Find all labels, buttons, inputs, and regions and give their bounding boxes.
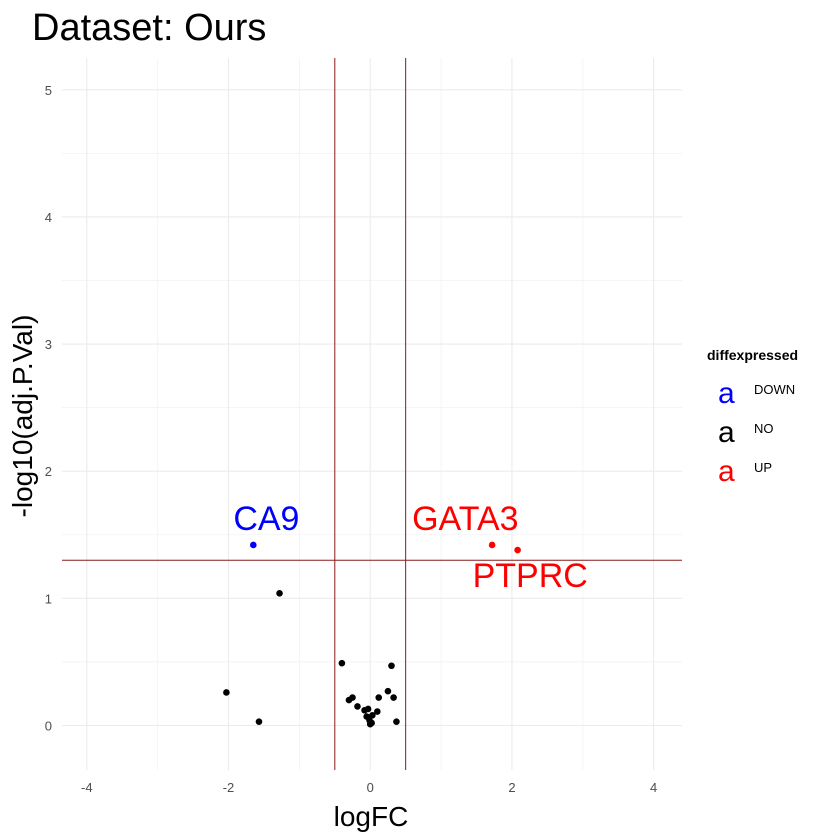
data-point [488, 541, 496, 549]
x-tick-label: 0 [367, 780, 374, 795]
data-point [255, 718, 263, 725]
x-axis-title: logFC [334, 801, 409, 832]
legend-label: UP [754, 460, 772, 475]
y-tick-label: 4 [45, 210, 52, 225]
data-point [349, 694, 356, 701]
gene-label: PTPRC [473, 557, 588, 595]
legend-key-glyph: a [718, 416, 735, 449]
data-point [369, 712, 376, 719]
legend-label: DOWN [754, 382, 795, 397]
x-tick-label: -4 [81, 780, 93, 795]
data-point [390, 694, 397, 701]
chart-title: Dataset: Ours [32, 7, 266, 49]
gene-label: GATA3 [412, 500, 518, 538]
grid [62, 58, 682, 770]
y-tick-label: 0 [45, 719, 52, 734]
x-tick-label: -2 [223, 780, 235, 795]
x-tick-label: 2 [508, 780, 515, 795]
legend: diffexpressed a DOWN a NO a UP [707, 347, 798, 488]
data-point [384, 687, 392, 695]
y-tick-label: 5 [45, 83, 52, 98]
tick-labels: -4 -2 0 2 4 0 1 2 3 4 5 [45, 83, 658, 795]
data-point [354, 703, 361, 710]
data-point [276, 589, 283, 597]
legend-title: diffexpressed [707, 347, 798, 363]
data-point [338, 659, 346, 667]
gene-labels: CA9 GATA3 PTPRC [233, 500, 588, 595]
y-tick-label: 3 [45, 337, 52, 352]
x-tick-label: 4 [650, 780, 657, 795]
data-point [514, 546, 521, 554]
data-point [393, 718, 400, 725]
data-points [223, 541, 521, 728]
data-point [388, 662, 395, 670]
legend-label: NO [754, 421, 774, 436]
data-point [368, 719, 375, 727]
data-point [374, 708, 381, 715]
y-axis-title: -log10(adj.P.Val) [7, 315, 38, 518]
data-point [375, 694, 383, 701]
data-point [223, 689, 230, 696]
legend-key-glyph: a [718, 377, 735, 410]
data-point [364, 705, 372, 713]
legend-key-glyph: a [718, 455, 735, 488]
y-tick-label: 2 [45, 464, 52, 479]
data-point [250, 541, 257, 549]
reference-lines [62, 58, 682, 770]
y-tick-label: 1 [45, 591, 52, 606]
gene-label: CA9 [233, 500, 299, 538]
